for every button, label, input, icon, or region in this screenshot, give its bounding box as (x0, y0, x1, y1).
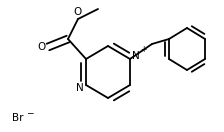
Text: O: O (38, 42, 46, 52)
Text: N: N (76, 83, 84, 93)
Text: O: O (74, 7, 82, 17)
Text: +: + (140, 46, 146, 55)
Text: N: N (132, 51, 140, 61)
Text: Br: Br (12, 113, 24, 123)
Text: −: − (26, 109, 34, 117)
